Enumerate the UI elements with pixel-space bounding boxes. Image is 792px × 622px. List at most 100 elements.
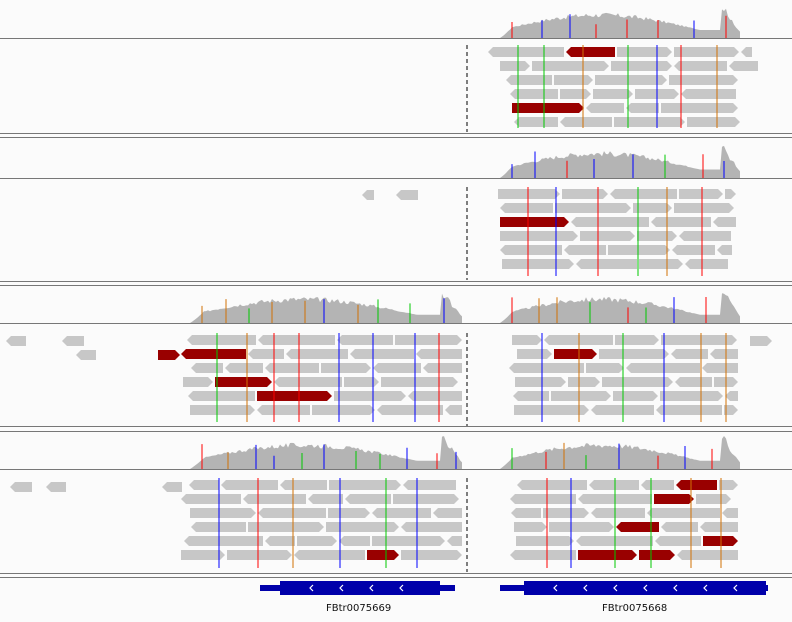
read (190, 405, 255, 415)
mismatch-read (554, 349, 597, 359)
read (403, 480, 456, 490)
read (381, 377, 458, 387)
read (750, 336, 772, 346)
read (510, 494, 576, 504)
read (576, 259, 637, 269)
read (595, 75, 667, 85)
read (76, 350, 96, 360)
read (713, 217, 736, 227)
read (190, 508, 256, 518)
mismatch-read (566, 47, 615, 57)
read (681, 89, 736, 99)
read (258, 508, 326, 518)
read (46, 482, 66, 492)
coverage-track (500, 8, 740, 38)
read (227, 550, 292, 560)
read (243, 494, 306, 504)
read (741, 47, 752, 57)
read (554, 75, 593, 85)
read (571, 217, 649, 227)
read (661, 522, 698, 532)
read (181, 550, 225, 560)
read (555, 203, 631, 213)
read (294, 550, 365, 560)
read (509, 363, 584, 373)
read (562, 189, 608, 199)
read (498, 189, 560, 199)
read (516, 536, 574, 546)
mismatch-read (158, 350, 180, 360)
chevron-left-icon (613, 584, 618, 592)
read (512, 335, 542, 345)
read (674, 203, 734, 213)
mismatch-read (616, 522, 659, 532)
read (506, 75, 552, 85)
read (549, 522, 614, 532)
read (377, 405, 443, 415)
chevron-left-icon (339, 584, 344, 592)
read (677, 550, 738, 560)
read (626, 103, 659, 113)
read (722, 508, 738, 518)
read (280, 480, 327, 490)
read (187, 335, 256, 345)
mismatch-read (512, 103, 584, 113)
read (445, 405, 462, 415)
read (710, 349, 738, 359)
read (344, 377, 379, 387)
read (679, 189, 723, 199)
read (514, 522, 547, 532)
read (593, 89, 633, 99)
read (372, 508, 431, 518)
read (258, 335, 335, 345)
read (248, 522, 324, 532)
read (265, 536, 295, 546)
read (500, 61, 530, 71)
mismatch-read (500, 217, 569, 227)
read (674, 61, 727, 71)
read (656, 405, 722, 415)
read (696, 494, 731, 504)
read (372, 536, 445, 546)
read (613, 391, 658, 401)
chevron-left-icon (733, 584, 738, 592)
read (702, 363, 738, 373)
read (188, 391, 255, 401)
read (334, 391, 406, 401)
read (719, 480, 738, 490)
gene-label-fbtr0075669: FBtr0075669 (326, 603, 392, 614)
read (221, 480, 278, 490)
read (500, 245, 562, 255)
read (615, 335, 659, 345)
read (589, 480, 639, 490)
read (725, 189, 736, 199)
mismatch-read (676, 480, 717, 490)
read (191, 363, 223, 373)
read (626, 363, 700, 373)
read (611, 61, 672, 71)
read (248, 349, 284, 359)
read (286, 349, 348, 359)
read (297, 536, 337, 546)
read (614, 117, 685, 127)
read (724, 405, 738, 415)
read (517, 349, 552, 359)
gene-label-fbtr0075668: FBtr0075668 (602, 603, 668, 614)
read (560, 117, 612, 127)
chevron-left-icon (583, 584, 588, 592)
chevron-left-icon (703, 584, 708, 592)
read (328, 508, 370, 518)
read (500, 203, 553, 213)
gene-fbtr0075669-cds (280, 581, 440, 595)
read (257, 405, 310, 415)
read (671, 349, 708, 359)
read (265, 363, 319, 373)
read (517, 480, 587, 490)
chevron-left-icon (643, 584, 648, 592)
read (674, 47, 739, 57)
read (717, 245, 732, 255)
read (586, 103, 624, 113)
read (580, 231, 635, 241)
read (608, 245, 670, 255)
